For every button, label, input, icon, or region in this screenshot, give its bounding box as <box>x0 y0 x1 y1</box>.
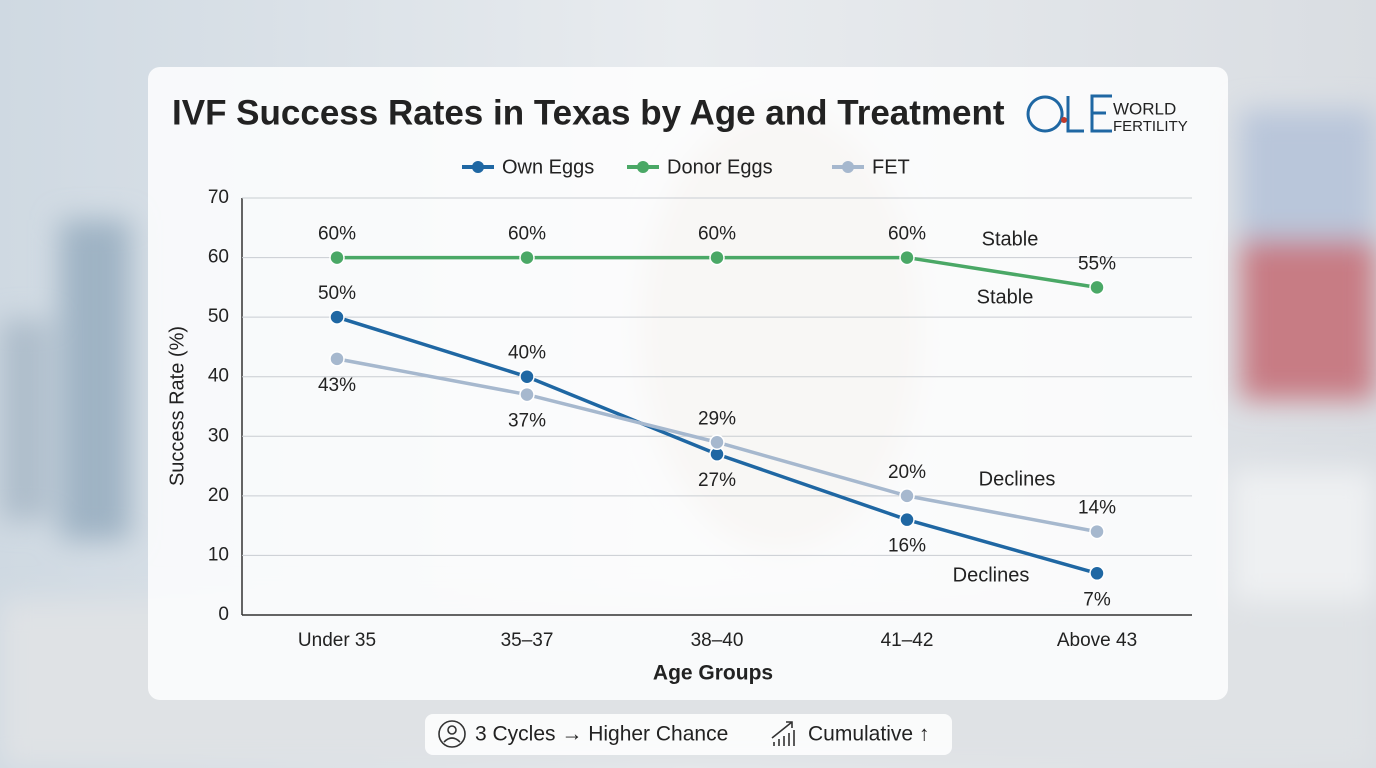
y-tick-label: 50 <box>208 306 229 327</box>
value-label: 16% <box>888 536 926 557</box>
y-tick-label: 60 <box>208 247 229 268</box>
data-point <box>519 249 535 266</box>
data-point <box>519 368 535 385</box>
annotation: Declines <box>979 468 1056 490</box>
y-tick-label: 20 <box>208 485 229 506</box>
x-tick-label: Above 43 <box>1057 630 1137 651</box>
y-axis-label: Success Rate (%) <box>166 326 188 486</box>
legend-label: Donor Eggs <box>667 156 773 178</box>
logo-text: WORLD <box>1113 99 1176 118</box>
y-tick-label: 40 <box>208 366 229 387</box>
footer-pill <box>425 714 952 755</box>
data-point <box>899 488 915 504</box>
growth-icon <box>771 721 795 746</box>
value-label: 60% <box>698 224 736 245</box>
annotation: Stable <box>982 228 1039 250</box>
y-tick-label: 0 <box>218 604 229 625</box>
annotation: Declines <box>953 564 1030 586</box>
x-tick-label: 41–42 <box>881 630 934 651</box>
x-tick-label: Under 35 <box>298 630 376 651</box>
value-label: 60% <box>508 224 546 245</box>
value-label: 60% <box>318 224 356 245</box>
data-point <box>329 249 345 266</box>
data-point <box>1089 523 1105 540</box>
value-label: 14% <box>1078 498 1116 519</box>
value-label: 40% <box>508 343 546 364</box>
x-axis-label: Age Groups <box>653 662 773 685</box>
data-point <box>329 309 345 325</box>
data-point <box>1089 565 1105 582</box>
y-tick-label: 30 <box>208 425 229 446</box>
data-point <box>709 249 725 266</box>
legend-dot <box>472 161 484 173</box>
data-point <box>519 386 535 403</box>
value-label: 29% <box>698 408 736 429</box>
data-point <box>899 511 915 528</box>
footer-text: 3 Cycles → Higher Chance <box>475 723 728 746</box>
logo: WORLD FERTILITY <box>1026 94 1188 135</box>
legend-dot <box>637 161 649 173</box>
y-tick-label: 10 <box>208 544 229 565</box>
data-point <box>709 434 725 450</box>
x-tick-label: 35–37 <box>501 630 554 651</box>
x-tick-label: 38–40 <box>691 630 744 651</box>
chart-title: IVF Success Rates in Texas by Age and Tr… <box>172 93 1005 132</box>
card <box>148 67 1228 700</box>
legend-label: Own Eggs <box>502 156 594 178</box>
value-label: 20% <box>888 462 926 483</box>
legend-label: FET <box>872 156 910 178</box>
value-label: 50% <box>318 283 356 304</box>
legend-dot <box>842 161 854 173</box>
value-label: 55% <box>1078 253 1116 274</box>
logo-text: FERTILITY <box>1113 118 1188 135</box>
data-point <box>329 351 345 367</box>
footer-text: Cumulative ↑ <box>808 723 929 746</box>
cycle-icon <box>438 720 466 748</box>
value-label: 37% <box>508 411 546 432</box>
value-label: 27% <box>698 470 736 491</box>
value-label: 43% <box>318 375 356 396</box>
y-tick-label: 70 <box>208 187 229 208</box>
value-label: 7% <box>1083 589 1111 610</box>
data-point <box>1089 279 1105 296</box>
annotation: Stable <box>977 286 1034 308</box>
value-label: 60% <box>888 224 926 245</box>
data-point <box>899 249 915 266</box>
